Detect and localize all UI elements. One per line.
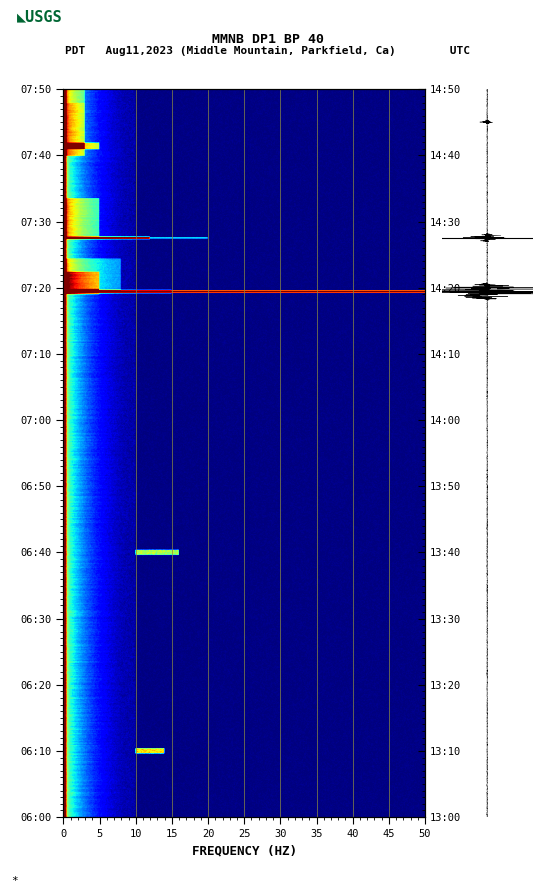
Text: *: * bbox=[11, 876, 18, 886]
Text: ◣USGS: ◣USGS bbox=[17, 9, 62, 24]
Text: MMNB DP1 BP 40: MMNB DP1 BP 40 bbox=[212, 33, 323, 46]
Text: PDT   Aug11,2023 (Middle Mountain, Parkfield, Ca)        UTC: PDT Aug11,2023 (Middle Mountain, Parkfie… bbox=[65, 46, 470, 56]
X-axis label: FREQUENCY (HZ): FREQUENCY (HZ) bbox=[192, 845, 297, 857]
